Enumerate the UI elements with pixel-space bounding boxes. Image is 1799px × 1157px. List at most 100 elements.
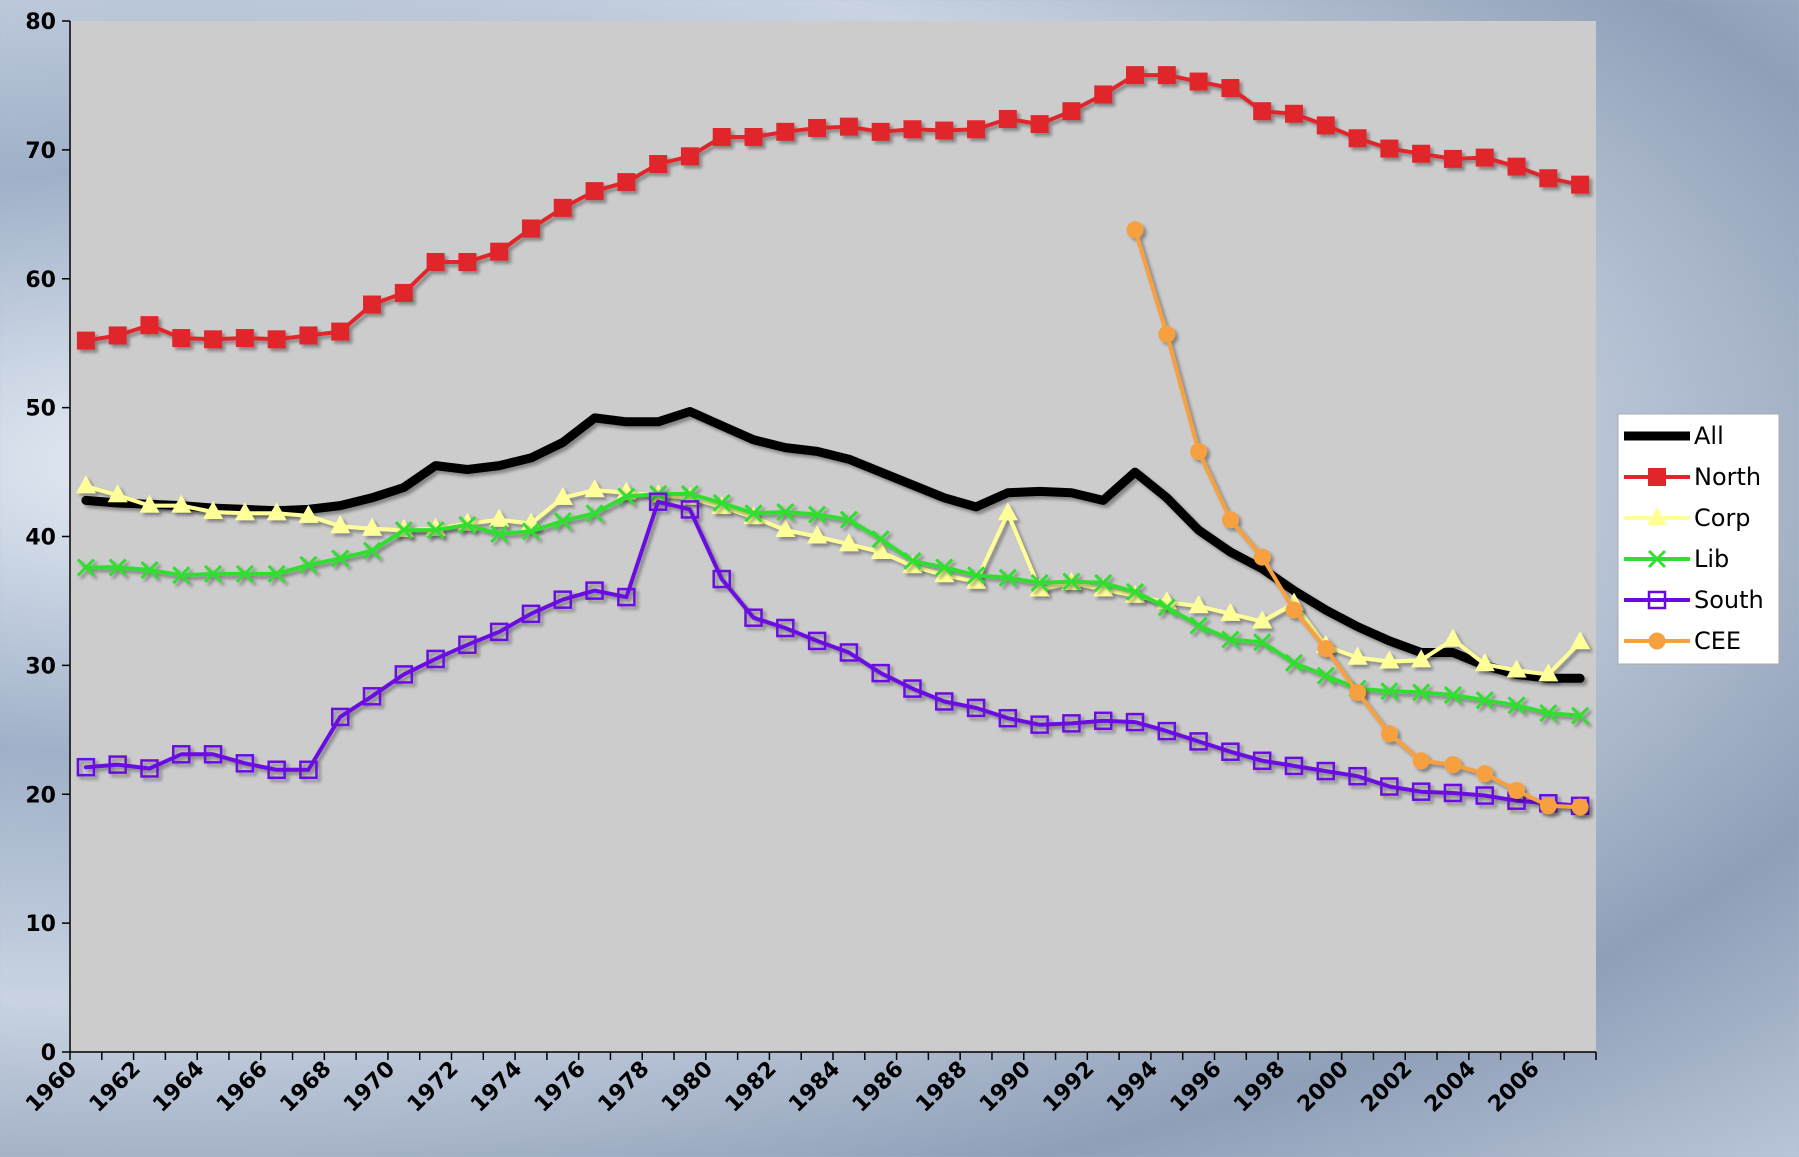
marker bbox=[935, 558, 954, 577]
marker bbox=[1507, 157, 1526, 176]
marker bbox=[1539, 169, 1558, 188]
marker bbox=[1539, 703, 1558, 723]
marker bbox=[808, 505, 827, 524]
legend-item: Lib bbox=[1624, 545, 1729, 573]
y-tick-label: 30 bbox=[25, 654, 56, 679]
marker bbox=[235, 329, 254, 348]
legend-box bbox=[1617, 413, 1780, 665]
marker bbox=[585, 182, 604, 201]
marker bbox=[108, 755, 127, 774]
marker bbox=[1539, 797, 1557, 815]
legend-label: Lib bbox=[1694, 545, 1729, 573]
marker bbox=[902, 555, 923, 574]
marker bbox=[1475, 148, 1494, 167]
marker bbox=[1221, 630, 1240, 649]
marker bbox=[1093, 578, 1114, 597]
series bbox=[76, 66, 1590, 350]
marker bbox=[1062, 714, 1081, 733]
marker bbox=[585, 581, 604, 600]
marker bbox=[1284, 756, 1304, 776]
marker bbox=[299, 326, 318, 345]
marker bbox=[1284, 104, 1303, 123]
marker bbox=[458, 515, 477, 534]
marker bbox=[362, 517, 383, 536]
marker bbox=[76, 558, 95, 577]
marker bbox=[331, 549, 350, 568]
marker bbox=[490, 524, 509, 543]
marker bbox=[1380, 725, 1398, 743]
x-tick-label: 1984 bbox=[784, 1057, 845, 1118]
marker bbox=[553, 511, 572, 531]
marker bbox=[330, 515, 351, 534]
marker bbox=[934, 564, 955, 583]
marker bbox=[362, 541, 382, 560]
marker bbox=[1094, 573, 1113, 592]
marker bbox=[903, 679, 922, 698]
legend-marker bbox=[1648, 632, 1666, 650]
marker bbox=[1125, 712, 1145, 732]
marker bbox=[1476, 765, 1494, 783]
legend-label: All bbox=[1694, 422, 1724, 450]
x-tick-label: 2006 bbox=[1484, 1057, 1545, 1118]
marker bbox=[298, 504, 319, 523]
x-tick-label: 1978 bbox=[594, 1057, 655, 1118]
marker bbox=[1157, 721, 1177, 741]
x-tick-label: 1982 bbox=[721, 1057, 782, 1118]
marker bbox=[1253, 102, 1272, 121]
marker bbox=[330, 707, 350, 727]
marker bbox=[1411, 649, 1432, 668]
marker bbox=[808, 118, 827, 137]
marker bbox=[299, 760, 318, 780]
marker bbox=[1317, 640, 1335, 658]
marker bbox=[553, 590, 573, 609]
marker bbox=[871, 530, 890, 549]
marker bbox=[362, 687, 382, 706]
marker bbox=[839, 510, 858, 529]
marker bbox=[234, 502, 255, 521]
marker bbox=[775, 519, 796, 538]
x-tick-label: 2002 bbox=[1357, 1057, 1418, 1118]
marker bbox=[108, 558, 127, 577]
marker bbox=[394, 283, 413, 302]
marker bbox=[140, 316, 159, 335]
marker bbox=[1030, 715, 1049, 734]
marker bbox=[267, 564, 286, 583]
marker bbox=[1348, 129, 1367, 148]
legend-label: CEE bbox=[1694, 627, 1741, 655]
legend-item: CEE bbox=[1624, 627, 1741, 655]
marker bbox=[712, 493, 731, 513]
marker bbox=[1284, 653, 1304, 672]
marker bbox=[1349, 683, 1367, 701]
marker bbox=[235, 564, 254, 583]
marker bbox=[1443, 783, 1463, 803]
marker bbox=[1220, 602, 1241, 621]
x-tick-label: 1980 bbox=[657, 1057, 718, 1118]
marker bbox=[617, 587, 636, 607]
marker bbox=[1571, 175, 1590, 194]
marker bbox=[680, 500, 700, 519]
marker bbox=[648, 492, 668, 511]
marker bbox=[1126, 66, 1145, 85]
marker bbox=[967, 566, 986, 585]
marker bbox=[839, 643, 859, 662]
series bbox=[81, 407, 1585, 683]
marker bbox=[204, 564, 223, 583]
marker bbox=[1062, 102, 1081, 121]
marker bbox=[1538, 663, 1559, 682]
marker bbox=[1252, 751, 1272, 770]
marker bbox=[108, 326, 127, 345]
x-tick-label: 1974 bbox=[466, 1057, 527, 1118]
marker bbox=[998, 708, 1018, 728]
marker bbox=[935, 121, 954, 140]
marker bbox=[807, 631, 827, 651]
marker bbox=[1252, 610, 1273, 629]
marker bbox=[76, 331, 95, 350]
x-tick-label: 2000 bbox=[1293, 1057, 1354, 1118]
legend-marker bbox=[1647, 549, 1667, 569]
marker bbox=[1570, 631, 1591, 650]
marker bbox=[870, 540, 891, 559]
marker bbox=[1443, 685, 1463, 705]
x-tick-label: 2004 bbox=[1420, 1057, 1481, 1118]
marker bbox=[1221, 742, 1240, 761]
